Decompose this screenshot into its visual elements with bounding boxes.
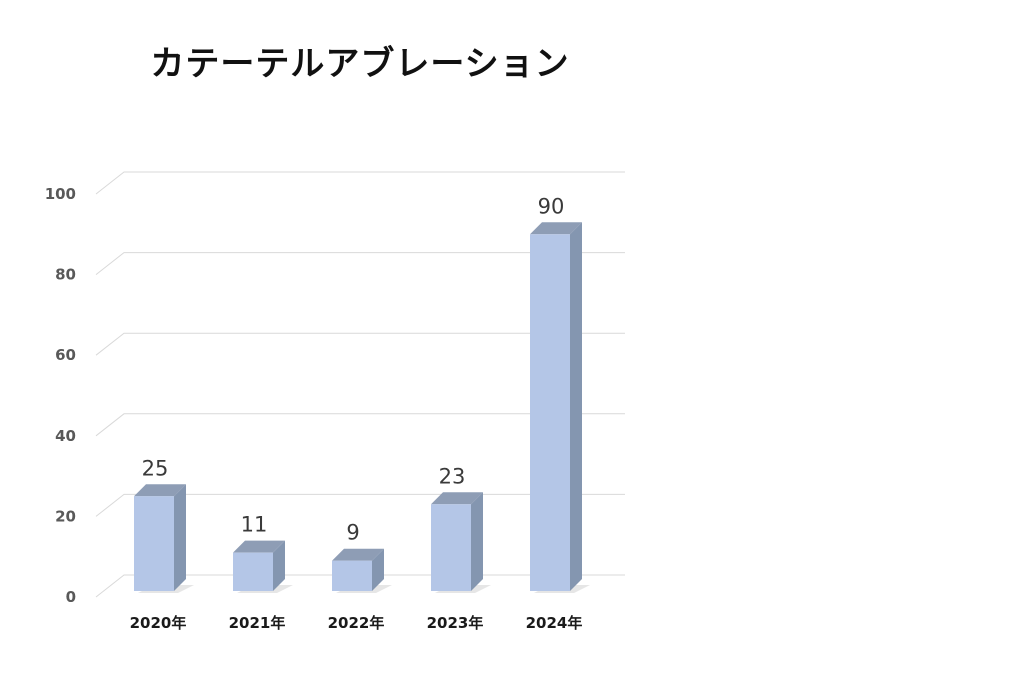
- y-tick-label: 80: [55, 266, 76, 284]
- x-category-label: 2022年: [328, 614, 385, 632]
- y-tick-label: 60: [55, 346, 76, 364]
- y-tick-label: 40: [55, 427, 76, 445]
- gridlines: [95, 171, 625, 598]
- bar: [233, 540, 293, 593]
- x-axis-categories: 2020年 2021年 2022年 2023年 2024年: [130, 614, 583, 632]
- bar-top: [134, 484, 186, 497]
- bar-front: [332, 560, 372, 591]
- bar-top: [332, 548, 384, 561]
- gridline: [95, 413, 625, 437]
- bar-front: [530, 234, 570, 592]
- chart-title: カテーテルアブレーション: [150, 44, 570, 84]
- bar: [332, 548, 392, 593]
- data-label: 11: [241, 513, 268, 537]
- x-category-label: 2024年: [526, 614, 583, 632]
- bar-side: [570, 222, 582, 592]
- bar-side: [372, 548, 384, 591]
- bar-front: [233, 552, 273, 591]
- gridline: [95, 252, 625, 275]
- bar: [530, 222, 590, 593]
- data-label: 90: [538, 194, 565, 218]
- bar-front: [431, 504, 471, 591]
- bar-side: [471, 492, 483, 591]
- y-axis-ticks: 0 20 40 60 80 100: [45, 185, 76, 606]
- y-tick-label: 20: [55, 507, 76, 525]
- x-category-label: 2021年: [229, 614, 286, 632]
- bar-top: [233, 540, 285, 553]
- bar-front: [134, 496, 174, 591]
- x-category-label: 2023年: [427, 614, 484, 632]
- bar: [431, 492, 491, 593]
- bar-side: [273, 540, 285, 591]
- gridline: [95, 171, 625, 195]
- bars: [134, 222, 590, 593]
- y-tick-label: 100: [45, 185, 76, 203]
- data-label: 23: [439, 464, 466, 488]
- data-labels: 25 11 9 23 90: [142, 194, 565, 544]
- y-tick-label: 0: [66, 588, 76, 606]
- bar-top: [431, 492, 483, 505]
- x-category-label: 2020年: [130, 614, 187, 632]
- bar-side: [174, 484, 186, 591]
- gridline: [95, 332, 625, 356]
- data-label: 25: [142, 456, 169, 480]
- bar: [134, 484, 194, 593]
- bar-top: [530, 222, 582, 235]
- data-label: 9: [346, 521, 359, 545]
